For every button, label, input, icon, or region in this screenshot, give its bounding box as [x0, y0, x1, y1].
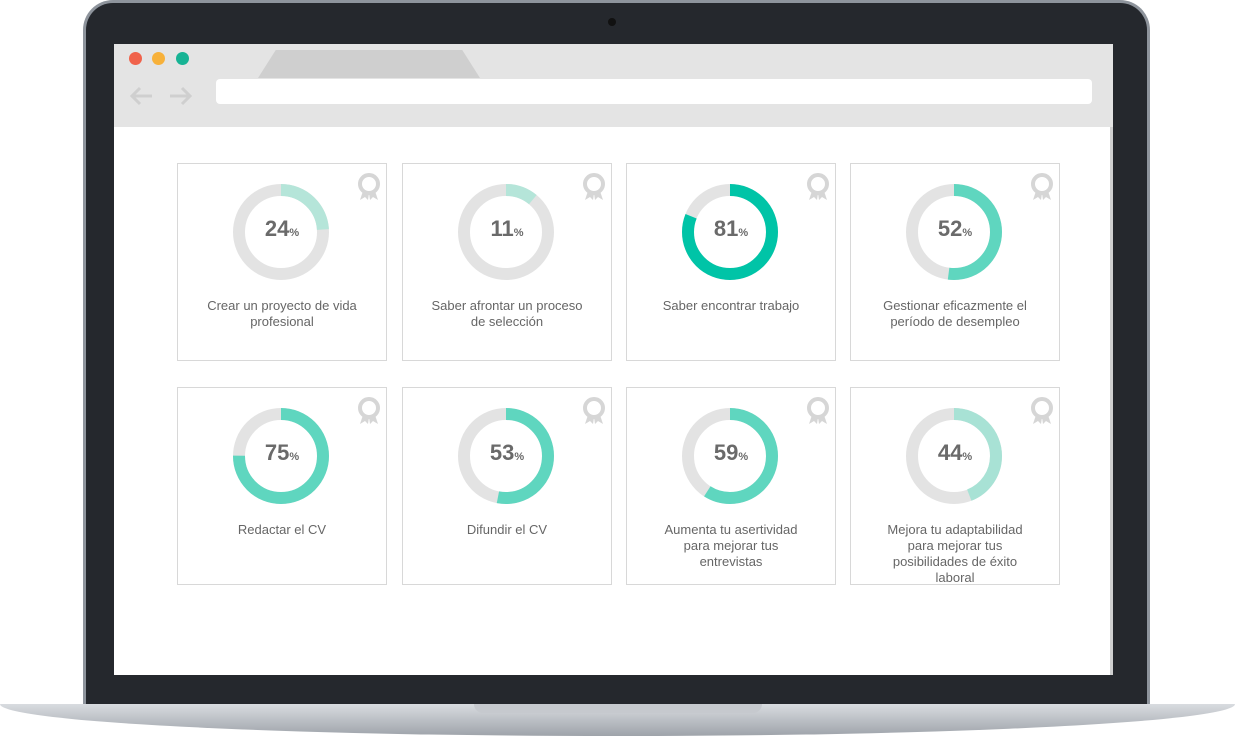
award-icon [358, 397, 380, 424]
donut [458, 397, 605, 504]
percent-unit: % [514, 451, 525, 463]
nav-arrows[interactable] [128, 84, 198, 108]
screen: 24% Crear un proyecto de vida profesional… [114, 44, 1113, 675]
percent-unit: % [962, 451, 973, 463]
card-label: Gestionar eficazmente el período de dese… [883, 298, 1027, 329]
percent-unit: % [289, 451, 300, 463]
card-label: Redactar el CV [237, 522, 327, 537]
maximize-dot[interactable] [176, 52, 189, 65]
percent-value: 75 [264, 440, 290, 465]
award-icon [807, 173, 829, 200]
card-label: Difundir el CV [466, 522, 548, 537]
donut [682, 173, 829, 280]
award-medal [1031, 397, 1053, 419]
award-medal [1031, 173, 1053, 195]
percent-value: 24 [264, 216, 290, 241]
card-grid: 24% Crear un proyecto de vida profesional… [114, 44, 1113, 675]
award-icon [583, 397, 605, 424]
award-medal [807, 173, 829, 195]
donut-arc [906, 408, 1002, 504]
card: 59% Aumenta tu asertividad para mejorar t… [626, 387, 836, 585]
percent-unit: % [513, 227, 524, 239]
award-medal [358, 397, 380, 419]
award-medal [358, 173, 380, 195]
laptop-notch [474, 704, 762, 713]
percent-value: 52 [937, 216, 963, 241]
award-medal [583, 173, 605, 195]
percent: 81% [627, 216, 835, 242]
award-icon [583, 173, 605, 200]
card: 44% Mejora tu adaptabilidad para mejorar … [850, 387, 1060, 585]
card: 24% Crear un proyecto de vida profesional [177, 163, 387, 361]
percent-unit: % [738, 227, 749, 239]
donut-arc [233, 408, 329, 504]
percent-value: 81 [713, 216, 739, 241]
donut [682, 397, 829, 504]
award-ribbon [585, 415, 603, 424]
browser-chrome [114, 44, 1113, 127]
award-icon [807, 397, 829, 424]
donut [233, 397, 380, 504]
award-ribbon [809, 191, 827, 200]
percent: 53% [403, 440, 611, 466]
award-icon [358, 173, 380, 200]
award-ribbon [809, 415, 827, 424]
card-label: Aumenta tu asertividad para mejorar tus … [664, 522, 798, 569]
percent-unit: % [289, 227, 300, 239]
percent: 44% [851, 440, 1059, 466]
award-icon [1031, 173, 1053, 200]
close-dot[interactable] [129, 52, 142, 65]
donut-arc [906, 184, 1002, 280]
award-ribbon [585, 191, 603, 200]
donut [906, 397, 1053, 504]
card-label: Saber encontrar trabajo [662, 298, 800, 313]
percent-unit: % [962, 227, 973, 239]
donut-arc [233, 184, 329, 280]
donut-arc [458, 184, 554, 280]
camera [608, 18, 616, 26]
donut [906, 173, 1053, 280]
percent: 59% [627, 440, 835, 466]
card: 81% Saber encontrar trabajo [626, 163, 836, 361]
award-ribbon [1033, 415, 1051, 424]
award-ribbon [1033, 191, 1051, 200]
percent-value: 44 [937, 440, 963, 465]
percent: 52% [851, 216, 1059, 242]
donut-arc [682, 184, 778, 280]
tab[interactable] [258, 50, 480, 78]
award-ribbon [360, 191, 378, 200]
percent-value: 11 [490, 216, 514, 241]
percent-unit: % [738, 451, 749, 463]
award-medal [583, 397, 605, 419]
percent: 11% [403, 216, 611, 242]
percent: 75% [178, 440, 386, 466]
award-ribbon [360, 415, 378, 424]
card: 53% Difundir el CV [402, 387, 612, 585]
award-icon [1031, 397, 1053, 424]
minimize-dot[interactable] [152, 52, 165, 65]
url-bar[interactable] [216, 79, 1092, 104]
percent-value: 59 [713, 440, 739, 465]
award-medal [807, 397, 829, 419]
scrollbar [1110, 127, 1113, 675]
donut [458, 173, 605, 280]
donut-arc [458, 408, 554, 504]
card-label: Crear un proyecto de vida profesional [207, 298, 357, 329]
card-label: Saber afrontar un proceso de selección [431, 298, 583, 329]
card: 11% Saber afrontar un proceso de selecció… [402, 163, 612, 361]
donut-arc [682, 408, 778, 504]
card: 75% Redactar el CV [177, 387, 387, 585]
card: 52% Gestionar eficazmente el período de d… [850, 163, 1060, 361]
percent: 24% [178, 216, 386, 242]
donut [233, 173, 380, 280]
percent-value: 53 [489, 440, 515, 465]
card-label: Mejora tu adaptabilidad para mejorar tus… [887, 522, 1023, 585]
